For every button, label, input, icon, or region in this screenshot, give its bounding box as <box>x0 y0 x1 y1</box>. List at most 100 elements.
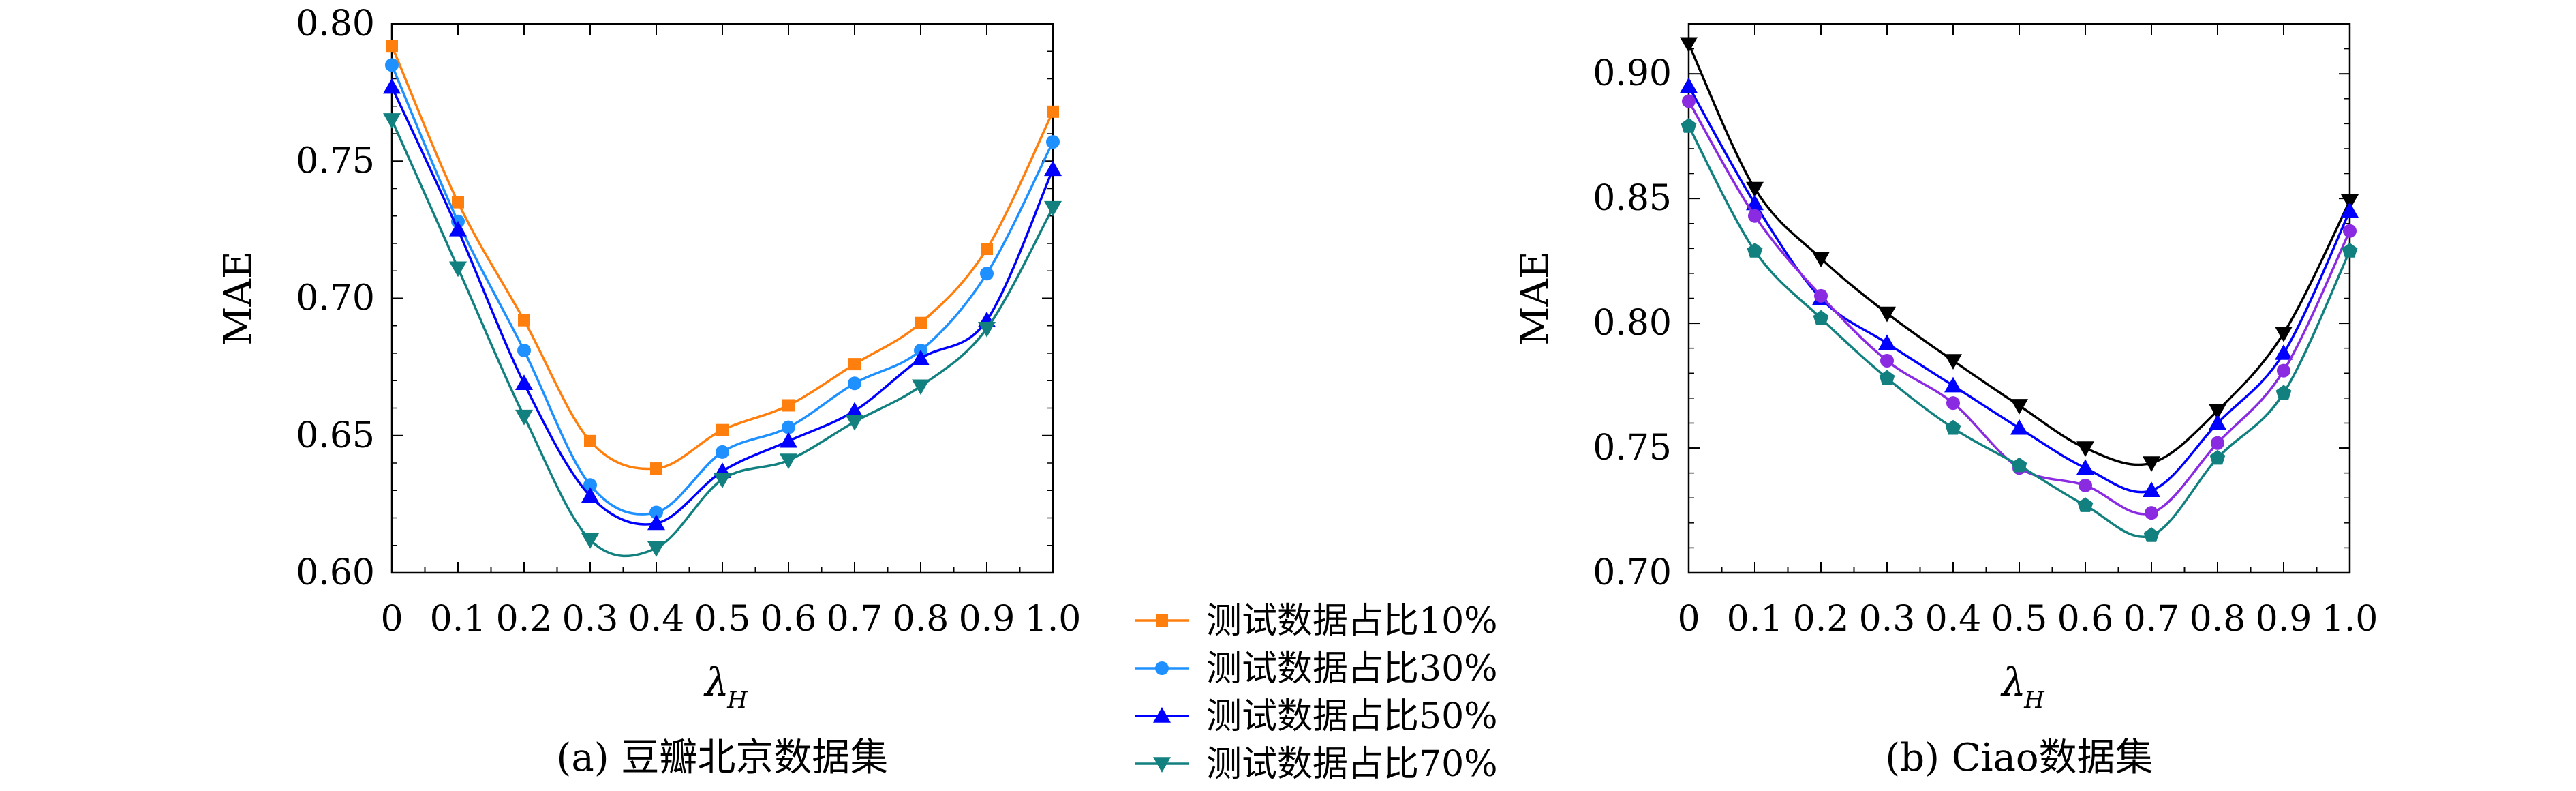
data-point <box>714 473 731 489</box>
data-point <box>2211 436 2224 450</box>
data-point <box>915 316 927 329</box>
data-point <box>846 402 863 418</box>
data-point <box>584 434 596 447</box>
y-tick-label: 0.85 <box>1593 178 1672 219</box>
data-point <box>383 113 401 129</box>
data-point <box>583 478 597 492</box>
data-point <box>2275 385 2292 400</box>
data-point <box>716 423 729 436</box>
legend-marker <box>1156 614 1168 627</box>
panel-b-chart: 0 0.1 0.2 0.3 0.4 0.5 0.6 0.7 0.8 0.9 1.0 0.70 0.75 0… <box>1513 23 2378 780</box>
data-point <box>2209 449 2226 465</box>
x-tick-label: 0.8 <box>2190 599 2246 640</box>
data-point <box>2341 202 2359 218</box>
y-tick-label: 0.65 <box>296 415 375 456</box>
x-tick-label: 1.0 <box>2322 599 2378 640</box>
legend-entry-4: 测试数据占比70% <box>1135 744 1498 785</box>
series-line <box>1687 100 2351 516</box>
data-point <box>2343 224 2357 238</box>
x-axis-label-subscript: H <box>2023 687 2045 714</box>
series-line <box>390 86 1054 526</box>
data-point <box>517 343 531 357</box>
x-tick-label: 0.2 <box>1793 599 1850 640</box>
data-point <box>515 374 533 391</box>
data-point <box>518 314 530 327</box>
data-point <box>581 533 599 549</box>
panel-caption: (b) Ciao数据集 <box>1885 736 2153 780</box>
panel-caption: (a) 豆瓣北京数据集 <box>557 736 889 780</box>
x-tick-label: 0.1 <box>1727 599 1783 640</box>
series-line <box>390 64 1054 516</box>
data-point <box>846 415 863 431</box>
y-axis-label: MAE <box>1513 251 1557 346</box>
data-point <box>2010 399 2028 415</box>
data-point <box>1046 135 1060 149</box>
y-tick-label: 0.75 <box>296 140 375 181</box>
x-tick-label: 0.6 <box>761 599 817 640</box>
data-point <box>1813 310 1829 325</box>
series-line <box>390 119 1054 558</box>
series-4 <box>383 113 1062 558</box>
x-tick-label: 0.3 <box>562 599 619 640</box>
data-point <box>647 541 665 557</box>
x-tick-label: 0.5 <box>1991 599 2048 640</box>
data-point <box>980 267 994 281</box>
data-point <box>1680 77 1698 93</box>
x-tick-label: 0.4 <box>628 599 685 640</box>
legend-marker <box>1153 707 1171 723</box>
series-4 <box>1681 118 2358 542</box>
data-point <box>2077 497 2094 512</box>
x-tick-label: 0.4 <box>1925 599 1982 640</box>
data-point <box>2341 194 2359 210</box>
legend-label: 测试数据占比70% <box>1206 744 1498 785</box>
data-point <box>780 432 797 448</box>
data-point <box>1878 306 1896 323</box>
data-point <box>449 261 467 278</box>
x-tick-label: 0.6 <box>2057 599 2114 640</box>
data-point <box>1044 160 1062 177</box>
data-point <box>1681 118 1697 133</box>
data-point <box>1746 194 1764 211</box>
y-tick-label: 0.70 <box>1593 552 1672 593</box>
data-point <box>2079 478 2092 492</box>
series-1 <box>386 40 1059 475</box>
legend-label: 测试数据占比50% <box>1206 696 1498 737</box>
data-point <box>848 358 861 371</box>
data-point <box>978 322 996 338</box>
x-axis-label: λ <box>2000 661 2026 705</box>
data-point <box>782 420 795 434</box>
data-point <box>581 487 599 503</box>
legend-label: 测试数据占比10% <box>1206 601 1498 642</box>
data-point <box>1047 105 1059 118</box>
data-point <box>716 445 729 459</box>
plot-frame <box>390 23 1054 574</box>
data-point <box>2010 419 2028 435</box>
data-point <box>1747 243 1763 258</box>
data-point <box>1944 354 1962 370</box>
y-tick-label: 0.80 <box>1593 303 1672 344</box>
x-axis-label: λ <box>703 661 729 705</box>
data-point <box>1878 334 1896 350</box>
data-point <box>2342 243 2358 258</box>
x-tick-label: 0 <box>380 599 403 640</box>
data-point <box>649 505 663 520</box>
data-point <box>385 58 399 72</box>
x-tick-label: 0.1 <box>430 599 487 640</box>
data-point <box>383 78 401 94</box>
data-point <box>1746 181 1764 198</box>
y-tick-label: 0.70 <box>296 278 375 319</box>
data-point <box>2145 506 2158 520</box>
plot-frame <box>1687 23 2351 574</box>
data-point <box>1945 419 1961 435</box>
data-point <box>2076 441 2094 458</box>
legend: 测试数据占比10% 测试数据占比30% 测试数据占比50% 测试数据占比70% <box>1135 601 1498 785</box>
legend-label: 测试数据占比30% <box>1206 648 1498 689</box>
x-tick-label: 0.9 <box>959 599 1015 640</box>
y-tick-label: 0.75 <box>1593 428 1672 468</box>
x-tick-label: 0.3 <box>1859 599 1916 640</box>
data-point <box>2143 481 2160 497</box>
data-point <box>1946 396 1960 411</box>
series-3 <box>383 78 1062 531</box>
x-tick-label: 0.7 <box>2123 599 2180 640</box>
